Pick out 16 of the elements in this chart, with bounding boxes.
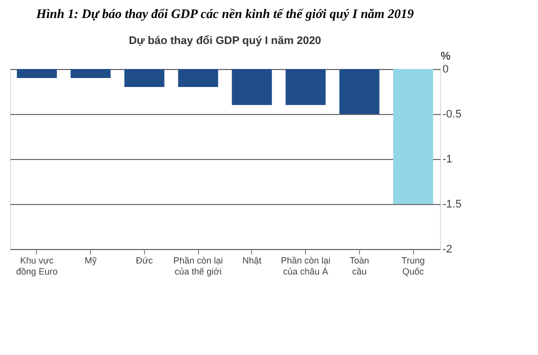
x-tick-label: Toàn cầu bbox=[350, 256, 370, 276]
x-tick-label: Trung Quốc bbox=[402, 256, 425, 276]
x-tick-label: Mỹ bbox=[84, 256, 98, 266]
x-tick-label: Nhật bbox=[242, 256, 262, 266]
chart-subtitle: Dự báo thay đổi GDP quý I năm 2020 bbox=[128, 35, 322, 47]
y-tick-label: -0.5 bbox=[442, 108, 462, 120]
y-axis-title: % bbox=[440, 50, 451, 62]
y-tick-label: -1.5 bbox=[442, 198, 462, 210]
chart-title: Hình 1: Dự báo thay đổi GDP các nền kinh tế thế giới quý I năm 2019 bbox=[35, 6, 414, 21]
x-tick-label: Khu vực đồng Euro bbox=[16, 256, 58, 276]
y-tick-label: 0 bbox=[442, 64, 449, 76]
y-tick-label: -2 bbox=[442, 244, 452, 256]
x-tick-label: Phần còn lại của châu Á bbox=[280, 256, 330, 276]
x-tick-label: Đức bbox=[136, 256, 154, 266]
x-tick-label: Phần còn lại của thế giới bbox=[173, 256, 223, 276]
y-tick-label: -1 bbox=[442, 154, 452, 166]
